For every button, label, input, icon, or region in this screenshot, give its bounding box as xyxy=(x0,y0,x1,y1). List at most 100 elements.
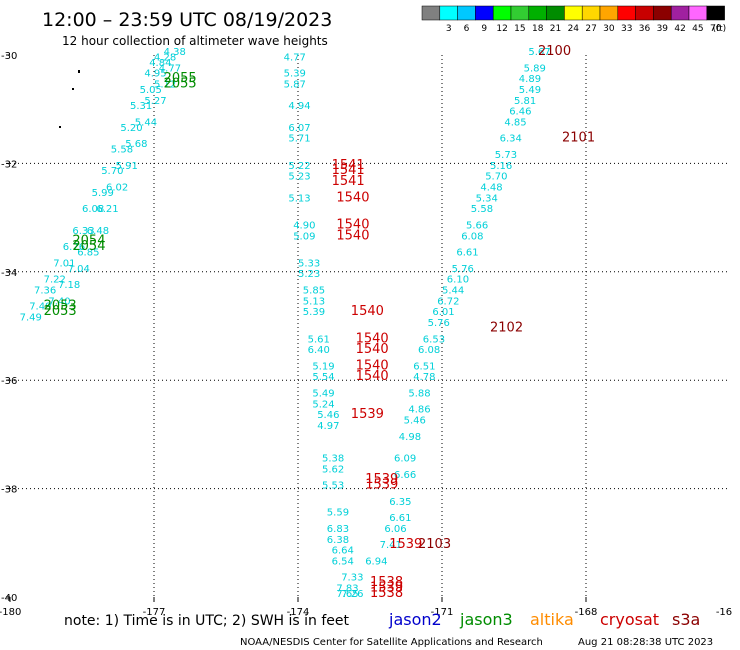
lat-lon-grid xyxy=(10,55,730,597)
wave-height-value: 7.83 xyxy=(336,584,358,595)
color-bin xyxy=(599,5,619,21)
data-point-marker xyxy=(78,70,80,73)
wave-height-value: 6.76 xyxy=(63,242,85,253)
wave-height-value: 5.58 xyxy=(471,204,493,215)
pass-time-label: 1540 xyxy=(356,358,389,373)
pass-time-label: 2103 xyxy=(418,537,451,552)
color-bin xyxy=(564,5,583,21)
color-bin xyxy=(617,5,636,21)
color-bin-label: 9 xyxy=(481,24,487,34)
color-bin xyxy=(635,5,654,21)
color-bin xyxy=(510,5,530,21)
wave-height-value: 6.35 xyxy=(389,497,411,508)
wave-height-value: 6.48 xyxy=(87,226,109,237)
color-bin-label: 36 xyxy=(639,24,651,34)
plot-frame xyxy=(6,54,587,602)
wave-height-value: 5.12 xyxy=(154,80,176,91)
wave-height-value: 5.44 xyxy=(442,285,464,296)
wave-height-value: 6.02 xyxy=(106,183,128,194)
pass-time-label: 1540 xyxy=(356,369,389,384)
wave-height-value: 5.38 xyxy=(322,454,344,465)
wave-height-value: 6.34 xyxy=(500,134,522,145)
wave-height-value: 5.33 xyxy=(298,258,320,269)
y-tick-label: -30 xyxy=(1,51,17,62)
wave-height-value: 6.51 xyxy=(413,361,435,372)
wave-height-value: 5.91 xyxy=(116,161,138,172)
color-bin xyxy=(653,5,672,21)
wave-height-value: 7.36 xyxy=(34,285,56,296)
axis-tick-labels: -180 -177 -174 -171 -168 -16 -30 -32 -34 -36 -38 -4… xyxy=(0,51,732,618)
wave-height-value: 5.81 xyxy=(514,96,536,107)
wave-height-value: 6.09 xyxy=(394,454,416,465)
legend-jason3: jason3 xyxy=(459,610,513,629)
footer-timestamp: Aug 21 08:28:38 UTC 2023 xyxy=(578,637,713,648)
wave-height-value: 5.87 xyxy=(284,80,306,91)
pass-time-label: 2054 xyxy=(72,234,105,249)
pass-time-label: 1540 xyxy=(356,331,389,346)
x-tick-label: -16 xyxy=(716,607,732,618)
color-scale-legend: 3 6 9 12 15 18 21 24 27 30 33 36 39 42 45 70(ft) xyxy=(421,5,727,34)
wave-height-value: 6.61 xyxy=(456,248,478,259)
wave-height-value: 7.33 xyxy=(341,573,363,584)
wave-height-value: 5.49 xyxy=(519,85,541,96)
wave-height-value: 4.28 xyxy=(154,52,176,63)
legend-altika: altika xyxy=(530,610,574,629)
chart-subtitle: 12 hour collection of altimeter wave hei… xyxy=(62,34,328,48)
wave-height-value: 5.67 xyxy=(528,47,550,58)
wave-height-value: 5.22 xyxy=(288,161,310,172)
pass-time-label: 2053 xyxy=(44,299,77,314)
color-bin-label: 42 xyxy=(674,24,685,34)
wave-height-value: 5.46 xyxy=(317,410,339,421)
y-tick-label: -40 xyxy=(1,593,17,604)
wave-height-value: 5.53 xyxy=(322,481,344,492)
wave-height-value: 4.77 xyxy=(284,52,306,63)
color-bin xyxy=(546,5,565,21)
wave-height-value: 6.53 xyxy=(423,334,445,345)
pass-time-label: 1539 xyxy=(351,407,384,422)
wave-height-value: 5.46 xyxy=(404,416,426,427)
wave-height-value: 6.61 xyxy=(389,513,411,524)
pass-time-label: 1541 xyxy=(332,174,365,189)
wave-height-value: 6.21 xyxy=(96,204,118,215)
wave-height-value: 5.88 xyxy=(408,388,430,399)
wave-height-value: 5.62 xyxy=(322,464,344,475)
wave-height-value: 5.99 xyxy=(92,188,114,199)
wave-height-value: 4.89 xyxy=(519,74,541,85)
wave-height-value: 7.01 xyxy=(53,258,75,269)
pass-time-label: 2101 xyxy=(562,131,595,146)
wave-height-value: 5.31 xyxy=(130,101,152,112)
color-bin xyxy=(528,5,547,21)
wave-height-value: 6.64 xyxy=(332,546,354,557)
pass-time-label: 2053 xyxy=(44,304,77,319)
pass-time-label: 2055 xyxy=(164,77,197,92)
color-bin-label: 45 xyxy=(692,24,703,34)
wave-height-value: 6.10 xyxy=(447,275,469,286)
y-tick-label: -36 xyxy=(1,376,17,387)
wave-height-value: 6.66 xyxy=(394,470,416,481)
color-bin xyxy=(688,5,708,21)
x-tick-label: -168 xyxy=(575,607,598,618)
wave-height-value: 4.90 xyxy=(293,220,315,231)
wave-height-value: 5.34 xyxy=(476,193,498,204)
y-tick-label: -32 xyxy=(1,159,17,170)
color-bin xyxy=(439,5,458,21)
legend-cryosat: cryosat xyxy=(600,610,659,629)
color-bin-label: 6 xyxy=(464,24,470,34)
wave-height-value: 5.44 xyxy=(135,117,157,128)
y-tick-label: -38 xyxy=(1,485,17,496)
color-bin xyxy=(457,5,476,21)
wave-height-value: 7.18 xyxy=(58,280,80,291)
color-bin-label: 24 xyxy=(568,24,580,34)
color-bin-label: 30 xyxy=(603,24,615,34)
wave-height-value: 6.33 xyxy=(72,226,94,237)
colorbar-unit: (ft) xyxy=(713,24,727,34)
color-bin-label: 33 xyxy=(621,24,632,34)
color-bin-label: 18 xyxy=(532,24,544,34)
wave-height-value: 5.71 xyxy=(288,134,310,145)
y-tick-label: -34 xyxy=(1,268,17,279)
footer-credit: NOAA/NESDIS Center for Satellite Applica… xyxy=(240,637,543,648)
color-bin xyxy=(581,5,601,21)
wave-height-value: 6.08 xyxy=(461,231,483,242)
data-point-marker xyxy=(72,88,74,90)
wave-height-value: 6.85 xyxy=(77,248,99,259)
